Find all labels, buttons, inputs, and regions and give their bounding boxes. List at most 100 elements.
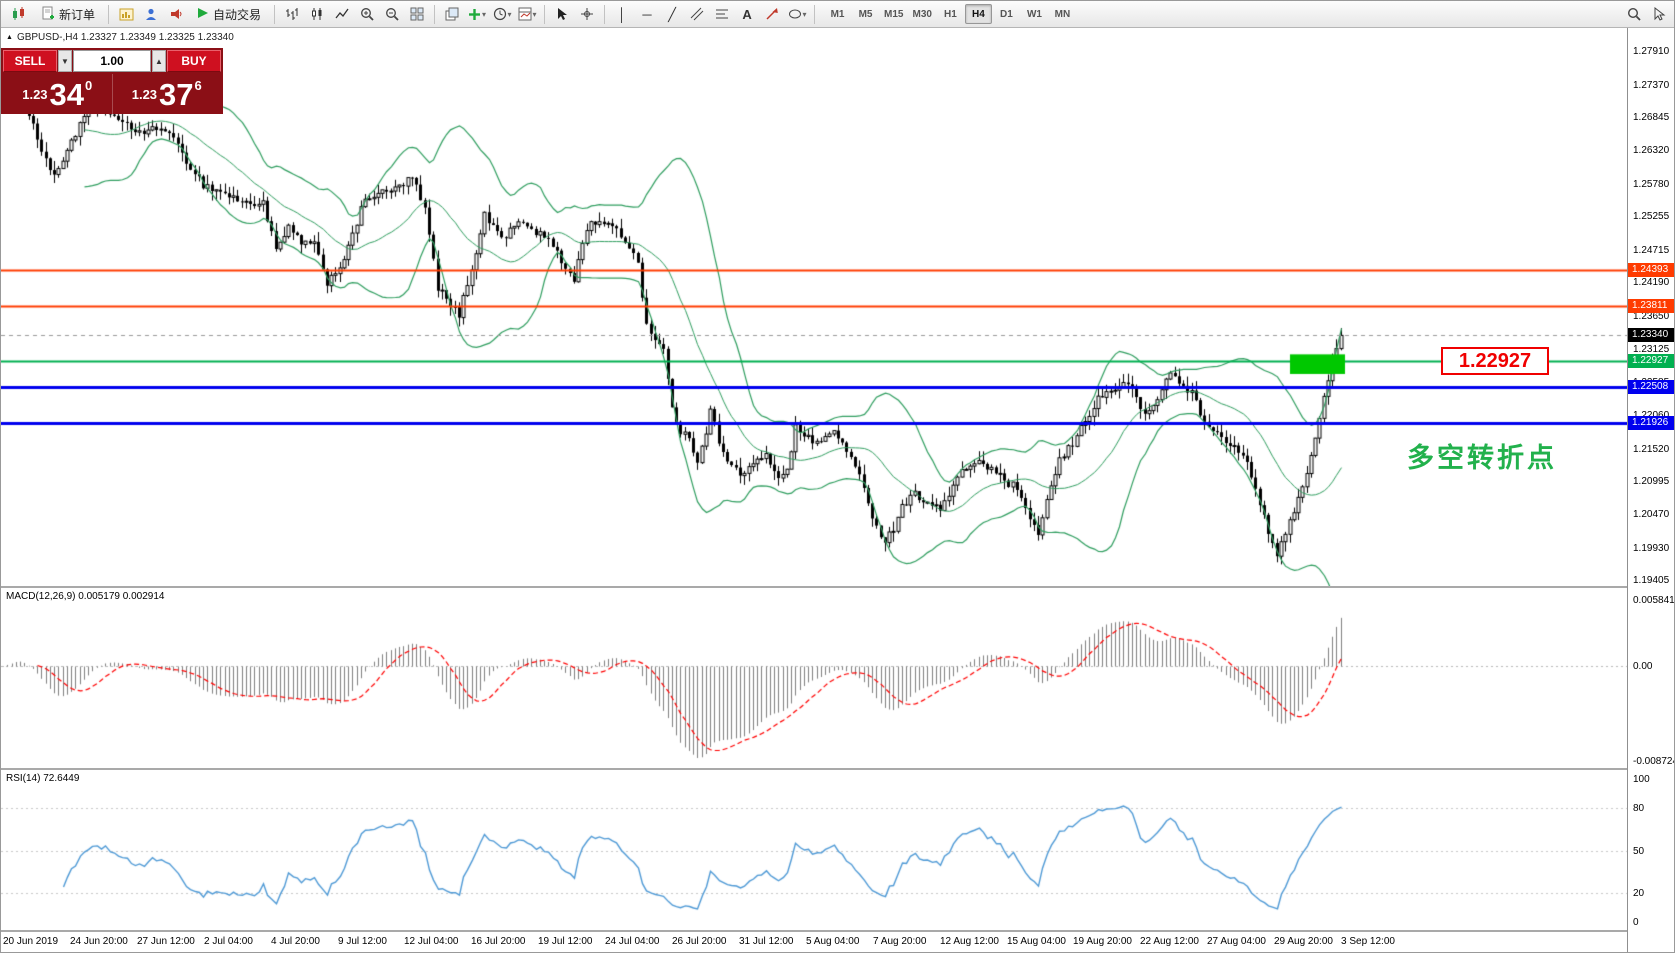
chevron-down-icon: ▾ xyxy=(802,9,807,19)
price-tick: 1.20995 xyxy=(1633,476,1670,487)
date-tick: 31 Jul 12:00 xyxy=(739,936,794,947)
trendline-tool-icon[interactable]: ╱ xyxy=(660,3,684,25)
macd-scale-min: -0.008724 xyxy=(1633,756,1675,767)
zoom-out-icon[interactable] xyxy=(380,3,404,25)
panel-separator[interactable] xyxy=(1,768,1674,770)
indicators-add-button[interactable]: ▾ xyxy=(465,3,489,25)
timeframe-h4[interactable]: H4 xyxy=(964,4,992,24)
level-price-label: 1.21926 xyxy=(1628,416,1674,430)
search-icon[interactable] xyxy=(1622,3,1646,25)
cursor-tool-icon[interactable] xyxy=(550,3,574,25)
macd-canvas[interactable] xyxy=(1,588,1627,768)
price-chart-canvas[interactable] xyxy=(1,28,1627,586)
pointer-icon[interactable] xyxy=(1647,3,1671,25)
fibonacci-tool-icon[interactable] xyxy=(710,3,734,25)
price-tick: 1.22060 xyxy=(1628,409,1674,422)
channel-tool-icon[interactable] xyxy=(685,3,709,25)
rsi-label: RSI(14) 72.6449 xyxy=(6,773,80,784)
autotrading-button[interactable]: 自动交易 xyxy=(189,3,269,25)
timeframe-h1[interactable]: H1 xyxy=(937,4,964,24)
chart-window-icon[interactable] xyxy=(114,3,138,25)
toolbar-separator xyxy=(274,4,276,24)
toolbar-separator xyxy=(814,4,816,24)
price-tick: 1.24715 xyxy=(1633,245,1670,256)
sell-price-prefix: 1.23 xyxy=(22,86,48,102)
tile-windows-icon[interactable] xyxy=(405,3,429,25)
rsi-canvas[interactable] xyxy=(1,770,1627,930)
expand-icon[interactable]: ▲ xyxy=(6,34,13,41)
bar-chart-type-icon[interactable] xyxy=(280,3,304,25)
zoom-in-icon[interactable] xyxy=(355,3,379,25)
level-price-label: 1.22508 xyxy=(1628,380,1674,394)
date-tick: 3 Sep 12:00 xyxy=(1341,936,1395,947)
profiles-icon[interactable] xyxy=(139,3,163,25)
macd-scale-zero: 0.00 xyxy=(1633,661,1653,672)
price-tick: 1.26845 xyxy=(1633,112,1670,123)
templates-button[interactable]: ▾ xyxy=(515,3,539,25)
price-tick: 1.25255 xyxy=(1633,211,1670,222)
price-axis[interactable]: 1.27910 1.27370 1.26845 1.26320 1.25780 1.252… xyxy=(1627,28,1675,952)
crosshair-tool-icon[interactable] xyxy=(575,3,599,25)
rsi-scale-tick: 50 xyxy=(1633,846,1645,857)
date-tick: 24 Jun 20:00 xyxy=(70,936,128,947)
vertical-line-tool-icon[interactable]: │ xyxy=(610,3,634,25)
buy-price-main: 37 xyxy=(159,76,194,112)
date-tick: 19 Jul 12:00 xyxy=(538,936,593,947)
candlestick-chart-type-icon[interactable] xyxy=(305,3,329,25)
autotrading-label: 自动交易 xyxy=(213,7,262,22)
periods-button[interactable]: ▾ xyxy=(490,3,514,25)
date-tick: 29 Aug 20:00 xyxy=(1274,936,1333,947)
timeframe-m15[interactable]: M15 xyxy=(880,4,907,24)
price-tick: 1.24190 xyxy=(1633,277,1670,288)
horizontal-line-tool-icon[interactable]: ─ xyxy=(635,3,659,25)
date-tick: 15 Aug 04:00 xyxy=(1007,936,1066,947)
timeframe-m30[interactable]: M30 xyxy=(908,4,935,24)
timeframe-m5[interactable]: M5 xyxy=(852,4,879,24)
autotrading-play-icon xyxy=(197,7,209,22)
volume-input[interactable]: 1.00 xyxy=(73,50,151,72)
date-tick: 24 Jul 04:00 xyxy=(605,936,660,947)
macd-label: MACD(12,26,9) 0.005179 0.002914 xyxy=(6,591,165,602)
price-tick: 1.19930 xyxy=(1633,543,1670,554)
cascade-windows-icon[interactable] xyxy=(440,3,464,25)
chevron-down-icon: ▾ xyxy=(482,9,487,19)
sell-price-display[interactable]: 1.23 34 0 xyxy=(3,74,112,114)
date-tick: 20 Jun 2019 xyxy=(3,936,59,947)
rsi-indicator-panel: RSI(14) 72.6449 xyxy=(1,770,1627,930)
price-tick: 1.27370 xyxy=(1633,80,1670,91)
rsi-scale-tick: 100 xyxy=(1633,774,1650,785)
buy-price-display[interactable]: 1.23 37 6 xyxy=(113,74,222,114)
text-tool-icon[interactable]: A xyxy=(735,3,759,25)
buy-button[interactable]: BUY xyxy=(167,50,221,72)
main-toolbar: 新订单 自动交易 xyxy=(1,1,1674,28)
toolbar-separator xyxy=(604,4,606,24)
line-chart-type-icon[interactable] xyxy=(330,3,354,25)
new-order-button[interactable]: 新订单 xyxy=(33,3,103,25)
alerts-icon[interactable] xyxy=(164,3,188,25)
price-tick: 1.25780 xyxy=(1633,179,1670,190)
sell-button[interactable]: SELL xyxy=(3,50,57,72)
timeframe-d1[interactable]: D1 xyxy=(993,4,1020,24)
timeframe-m1[interactable]: M1 xyxy=(824,4,851,24)
time-axis[interactable]: 20 Jun 2019 24 Jun 20:00 27 Jun 12:00 2 Jul… xyxy=(1,932,1627,952)
arrows-tool-icon[interactable] xyxy=(760,3,784,25)
date-tick: 27 Aug 04:00 xyxy=(1207,936,1266,947)
date-tick: 16 Jul 20:00 xyxy=(471,936,526,947)
rsi-scale-tick: 0 xyxy=(1633,917,1639,928)
shapes-tool-icon[interactable]: ▾ xyxy=(785,3,809,25)
one-click-trading-panel: SELL ▼ 1.00 ▲ BUY 1.23 34 0 1.23 37 6 xyxy=(1,48,223,114)
date-tick: 2 Jul 04:00 xyxy=(204,936,253,947)
timeframe-w1[interactable]: W1 xyxy=(1021,4,1048,24)
timeframe-group: M1 M5 M15 M30 H1 H4 D1 W1 MN xyxy=(824,4,1076,24)
timeframe-mn[interactable]: MN xyxy=(1049,4,1076,24)
volume-down-stepper[interactable]: ▼ xyxy=(58,50,72,72)
chevron-down-icon: ▾ xyxy=(507,9,512,19)
date-tick: 5 Aug 04:00 xyxy=(806,936,860,947)
buy-price-prefix: 1.23 xyxy=(131,86,158,102)
level-price-callout[interactable]: 1.22927 xyxy=(1441,347,1549,375)
level-price-label: 1.24393 xyxy=(1628,263,1674,277)
sell-price-pipette: 0 xyxy=(85,77,93,93)
volume-up-stepper[interactable]: ▲ xyxy=(152,50,166,72)
panel-separator[interactable] xyxy=(1,586,1674,588)
